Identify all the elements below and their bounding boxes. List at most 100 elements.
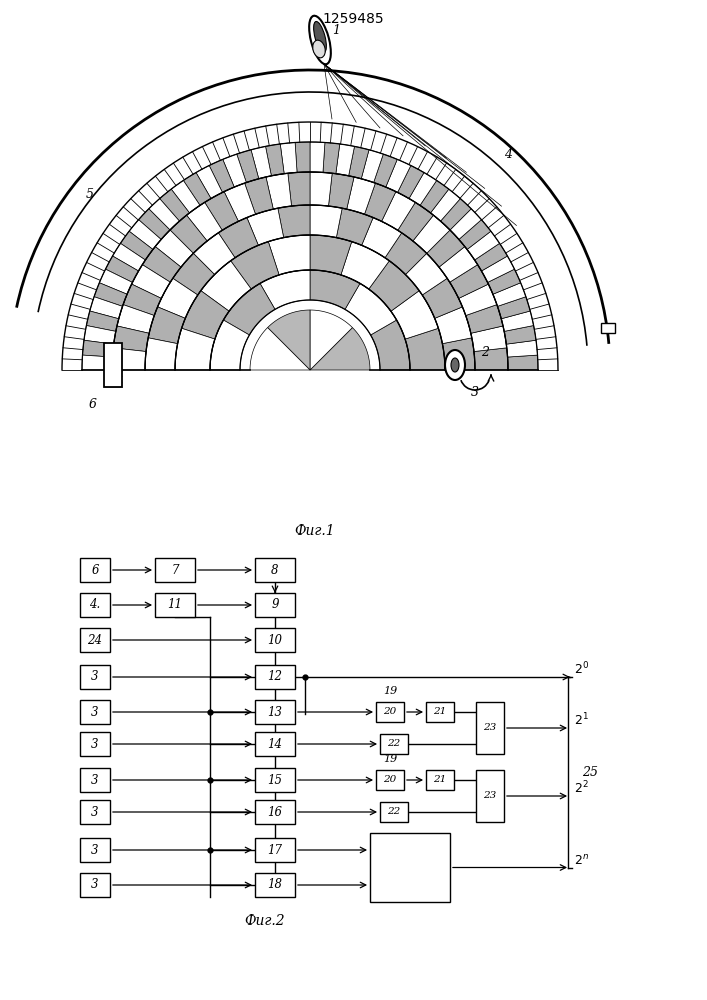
Polygon shape bbox=[117, 305, 154, 333]
Bar bbox=[104, 343, 122, 387]
Bar bbox=[80, 665, 110, 689]
Text: 11: 11 bbox=[168, 598, 182, 611]
Polygon shape bbox=[266, 173, 291, 209]
Polygon shape bbox=[467, 231, 500, 260]
Text: 3: 3 bbox=[91, 774, 99, 786]
Text: 1: 1 bbox=[332, 23, 340, 36]
Ellipse shape bbox=[445, 350, 465, 380]
Polygon shape bbox=[498, 297, 530, 319]
Bar bbox=[80, 732, 110, 756]
Text: 17: 17 bbox=[267, 844, 283, 856]
Bar bbox=[380, 734, 408, 754]
Polygon shape bbox=[361, 150, 383, 183]
Bar bbox=[376, 702, 404, 722]
Polygon shape bbox=[382, 192, 415, 230]
Text: 20: 20 bbox=[383, 708, 397, 716]
Polygon shape bbox=[385, 233, 426, 275]
Polygon shape bbox=[193, 233, 235, 275]
Polygon shape bbox=[373, 154, 397, 187]
Polygon shape bbox=[405, 328, 445, 370]
Polygon shape bbox=[386, 159, 411, 192]
Polygon shape bbox=[145, 205, 475, 370]
Text: $2^1$: $2^1$ bbox=[574, 711, 589, 728]
Polygon shape bbox=[310, 172, 332, 206]
Polygon shape bbox=[196, 166, 223, 199]
Bar bbox=[255, 558, 295, 582]
Polygon shape bbox=[420, 180, 449, 213]
Polygon shape bbox=[170, 215, 207, 253]
Polygon shape bbox=[508, 355, 538, 370]
Ellipse shape bbox=[309, 16, 331, 64]
Polygon shape bbox=[201, 261, 251, 311]
Polygon shape bbox=[450, 209, 481, 239]
Text: 23: 23 bbox=[484, 724, 496, 732]
Text: 3: 3 bbox=[471, 386, 479, 399]
Ellipse shape bbox=[451, 358, 459, 372]
Polygon shape bbox=[397, 166, 424, 199]
Bar bbox=[376, 770, 404, 790]
Bar bbox=[80, 628, 110, 652]
Bar bbox=[80, 800, 110, 824]
Polygon shape bbox=[123, 284, 161, 316]
Polygon shape bbox=[83, 340, 114, 357]
Bar bbox=[426, 702, 454, 722]
Text: Фиг.1: Фиг.1 bbox=[295, 524, 335, 538]
Polygon shape bbox=[474, 348, 508, 370]
Polygon shape bbox=[370, 320, 410, 370]
Bar bbox=[80, 768, 110, 792]
Bar bbox=[601, 323, 615, 333]
Polygon shape bbox=[471, 326, 507, 352]
Bar bbox=[255, 838, 295, 862]
Polygon shape bbox=[105, 256, 139, 282]
Polygon shape bbox=[250, 328, 310, 370]
Polygon shape bbox=[82, 142, 538, 370]
Polygon shape bbox=[440, 199, 472, 230]
Polygon shape bbox=[345, 283, 397, 335]
Text: 10: 10 bbox=[267, 634, 283, 647]
Polygon shape bbox=[365, 183, 396, 221]
Bar bbox=[255, 700, 295, 724]
Bar bbox=[80, 593, 110, 617]
Polygon shape bbox=[237, 150, 259, 183]
Text: 4: 4 bbox=[504, 148, 512, 161]
Bar bbox=[255, 628, 295, 652]
Bar bbox=[155, 593, 195, 617]
Polygon shape bbox=[398, 202, 433, 241]
Polygon shape bbox=[466, 305, 503, 333]
Polygon shape bbox=[336, 144, 354, 176]
Polygon shape bbox=[310, 235, 351, 275]
Polygon shape bbox=[175, 328, 215, 370]
Polygon shape bbox=[187, 202, 222, 241]
Text: 22: 22 bbox=[387, 808, 401, 816]
Polygon shape bbox=[223, 283, 275, 335]
Polygon shape bbox=[310, 142, 325, 172]
Polygon shape bbox=[493, 283, 526, 306]
Text: 20: 20 bbox=[383, 776, 397, 784]
Polygon shape bbox=[139, 209, 170, 239]
Text: $2^2$: $2^2$ bbox=[574, 779, 589, 796]
Polygon shape bbox=[112, 348, 146, 370]
Polygon shape bbox=[148, 199, 180, 230]
Polygon shape bbox=[369, 261, 419, 311]
Polygon shape bbox=[443, 338, 475, 370]
Polygon shape bbox=[323, 142, 340, 174]
Polygon shape bbox=[209, 159, 234, 192]
Bar bbox=[476, 702, 504, 754]
Polygon shape bbox=[288, 172, 310, 206]
Polygon shape bbox=[94, 283, 127, 306]
Polygon shape bbox=[310, 270, 360, 309]
Polygon shape bbox=[100, 269, 132, 294]
Text: 21: 21 bbox=[433, 708, 447, 716]
Text: 25: 25 bbox=[582, 766, 598, 779]
Bar bbox=[255, 800, 295, 824]
Text: 9: 9 bbox=[271, 598, 279, 611]
Polygon shape bbox=[210, 270, 410, 370]
Polygon shape bbox=[501, 311, 534, 331]
Polygon shape bbox=[175, 235, 445, 370]
Polygon shape bbox=[346, 177, 375, 214]
Polygon shape bbox=[245, 177, 274, 214]
Polygon shape bbox=[474, 243, 508, 271]
Text: 13: 13 bbox=[267, 706, 283, 718]
Polygon shape bbox=[266, 144, 284, 176]
Polygon shape bbox=[488, 269, 520, 294]
